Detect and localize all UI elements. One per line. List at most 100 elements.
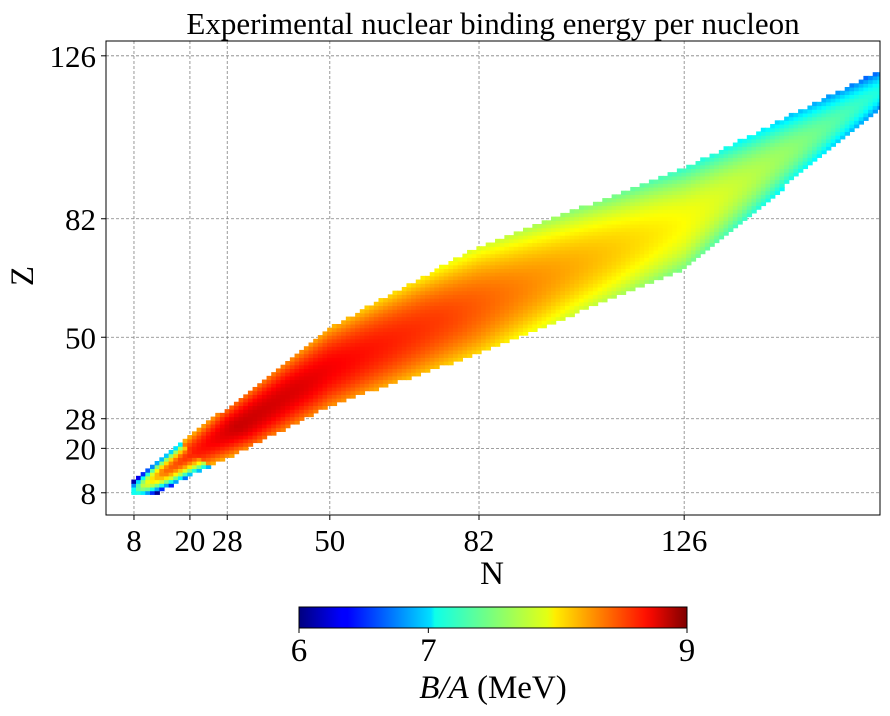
heatmap-cell	[247, 409, 254, 414]
heatmap-cell	[854, 109, 860, 114]
heatmap-cell	[784, 161, 790, 166]
heatmap-cell	[765, 135, 771, 140]
heatmap-cell	[756, 172, 762, 177]
heatmap-cell	[583, 238, 589, 244]
heatmap-cell	[779, 172, 785, 177]
heatmap-cell	[606, 249, 613, 255]
heatmap-cell	[266, 386, 272, 392]
heatmap-cell	[299, 375, 305, 381]
heatmap-cell	[490, 316, 496, 321]
heatmap-cell	[728, 172, 734, 177]
heatmap-cell	[709, 179, 715, 184]
heatmap-cell	[770, 179, 776, 184]
heatmap-cell	[383, 342, 389, 347]
heatmap-cell	[266, 379, 272, 384]
heatmap-cell	[690, 235, 697, 240]
heatmap-cell	[369, 375, 375, 381]
heatmap-cell	[700, 224, 706, 229]
heatmap-cell	[448, 268, 454, 273]
heatmap-cell	[779, 124, 785, 129]
heatmap-cell	[756, 183, 762, 188]
heatmap-cell	[229, 423, 235, 429]
heatmap-cell	[411, 301, 417, 307]
heatmap-cell	[704, 231, 711, 236]
heatmap-cell	[830, 131, 836, 136]
heatmap-cell	[770, 142, 776, 147]
heatmap-cell	[774, 179, 781, 184]
heatmap-cell	[634, 253, 641, 258]
heatmap-cell	[560, 290, 566, 295]
heatmap-cell	[807, 105, 813, 110]
heatmap-cell	[877, 94, 880, 99]
heatmap-cell	[737, 149, 743, 155]
heatmap-cell	[546, 264, 552, 270]
heatmap-cell	[574, 246, 580, 251]
heatmap-cell	[714, 194, 720, 199]
heatmap-cell	[779, 157, 785, 162]
heatmap-cell	[662, 268, 669, 273]
heatmap-cell	[471, 272, 477, 277]
heatmap-cell	[448, 349, 454, 355]
heatmap-cell	[313, 375, 319, 381]
heatmap-cell	[499, 249, 505, 255]
heatmap-cell	[481, 279, 487, 284]
heatmap-cell	[513, 331, 519, 336]
heatmap-cell	[592, 212, 599, 218]
heatmap-cell	[210, 449, 216, 455]
heatmap-cell	[397, 338, 403, 344]
heatmap-cell	[257, 435, 263, 440]
heatmap-cell	[667, 186, 673, 192]
heatmap-cell	[877, 79, 880, 84]
heatmap-cell	[331, 379, 338, 384]
heatmap-cell	[467, 279, 473, 284]
heatmap-cell	[541, 264, 547, 270]
heatmap-cell	[509, 238, 515, 244]
heatmap-cell	[383, 375, 389, 381]
heatmap-cell	[191, 461, 198, 466]
heatmap-cell	[163, 472, 170, 477]
heatmap-cell	[387, 357, 394, 362]
heatmap-cell	[611, 246, 617, 251]
heatmap-cell	[863, 90, 869, 95]
heatmap-cell	[518, 235, 524, 240]
heatmap-cell	[779, 153, 785, 158]
heatmap-cell	[481, 301, 487, 307]
heatmap-cell	[737, 209, 743, 214]
heatmap-cell	[779, 142, 785, 147]
heatmap-cell	[303, 412, 310, 418]
heatmap-cell	[700, 194, 706, 199]
heatmap-cell	[327, 361, 333, 366]
heatmap-cell	[448, 316, 454, 321]
heatmap-cell	[485, 272, 491, 277]
heatmap-cell	[219, 453, 226, 458]
heatmap-cell	[252, 409, 258, 414]
heatmap-cell	[634, 272, 641, 277]
heatmap-cell	[537, 242, 543, 247]
heatmap-cell	[877, 101, 880, 107]
heatmap-cell	[471, 268, 477, 273]
heatmap-cell	[760, 164, 767, 170]
heatmap-cell	[728, 161, 734, 166]
heatmap-cell	[327, 346, 333, 351]
heatmap-cell	[863, 109, 869, 114]
heatmap-cell	[359, 379, 366, 384]
heatmap-cell	[826, 124, 832, 129]
heatmap-cell	[378, 342, 384, 347]
heatmap-cell	[205, 442, 212, 447]
heatmap-cell	[392, 335, 398, 340]
heatmap-cell	[882, 91, 887, 95]
heatmap-cell	[163, 461, 170, 466]
heatmap-cell	[574, 298, 580, 303]
heatmap-cell	[313, 390, 319, 395]
heatmap-cell	[485, 316, 491, 321]
heatmap-cell	[802, 146, 809, 151]
heatmap-cell	[546, 238, 552, 244]
heatmap-cell	[252, 416, 258, 421]
heatmap-cell	[854, 83, 860, 88]
heatmap-cell	[882, 102, 887, 106]
heatmap-cell	[504, 294, 510, 299]
heatmap-cell	[662, 209, 669, 214]
heatmap-cell	[620, 253, 627, 258]
heatmap-cell	[229, 438, 235, 444]
heatmap-cell	[793, 138, 799, 144]
